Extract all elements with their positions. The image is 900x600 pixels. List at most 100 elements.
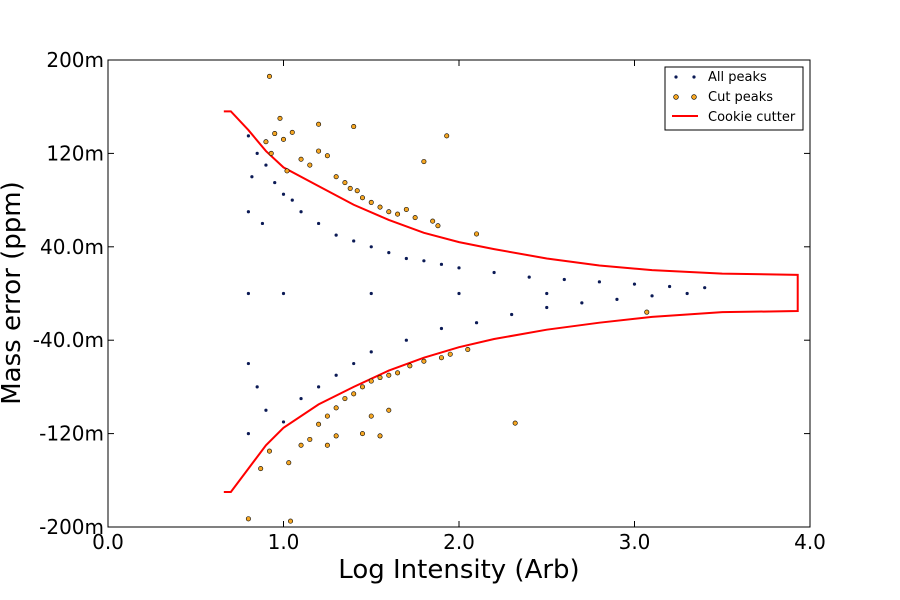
all-peak-point [352, 361, 356, 366]
all-peak-point [439, 326, 444, 331]
y-tick-label: 40.0m [40, 235, 104, 259]
y-tick-label: -40.0m [33, 328, 104, 352]
x-axis-title: Log Intensity (Arb) [338, 555, 579, 585]
cut-peak-point [266, 73, 272, 79]
cut-peak-point [342, 396, 348, 402]
cut-peak-point [386, 407, 392, 413]
cut-peak-point [377, 375, 383, 381]
all-peak-point [492, 270, 496, 275]
cut-peak-point [266, 448, 272, 454]
cut-peak-point [395, 370, 401, 376]
all-peak-point [246, 134, 250, 138]
cut-peak-point [280, 136, 286, 142]
cut-peak-point [444, 133, 450, 139]
y-tick-label: 200m [46, 48, 104, 72]
cut-peak-point [333, 174, 339, 180]
y-tick-label: 120m [46, 141, 104, 165]
all-peak-point [273, 180, 277, 185]
legend-all-peaks-marker [692, 75, 696, 79]
cut-peak-point [258, 466, 264, 472]
cut-peak-point [324, 442, 330, 448]
all-peak-point [317, 221, 321, 226]
all-peak-point [250, 175, 254, 179]
legend-box [664, 66, 804, 131]
all-peak-point [299, 396, 303, 401]
all-peak-point [597, 280, 602, 284]
all-peak-point [387, 251, 391, 255]
all-peak-point [668, 284, 672, 289]
cut-peak-point [288, 518, 294, 524]
x-axis: 0.0 1.0 2.0 3.0 4.0 [92, 60, 826, 554]
cut-peak-point [447, 351, 453, 357]
cut-peak-point [272, 131, 278, 137]
legend-all-peaks-marker [674, 75, 678, 79]
legend-cookie-cutter-label: Cookie cutter [708, 110, 796, 125]
plot-area [107, 59, 811, 528]
all-peak-point [246, 291, 250, 296]
all-peak-point [246, 210, 250, 214]
all-peak-point [246, 361, 250, 366]
all-peak-point [369, 291, 373, 296]
cut-peaks-layer [245, 73, 650, 524]
cut-peak-point [324, 153, 330, 159]
cut-peak-point [435, 223, 441, 229]
all-peak-point [334, 233, 338, 237]
cut-peak-point [421, 159, 427, 165]
all-peak-point [703, 286, 707, 290]
x-tick-label: 3.0 [619, 530, 651, 554]
all-peak-point [545, 305, 549, 310]
cut-peak-point [644, 309, 650, 315]
x-tick-label: 2.0 [443, 530, 475, 554]
cut-peak-point [377, 433, 383, 439]
cut-peak-point [368, 378, 374, 384]
cut-peak-point [359, 384, 365, 390]
y-axis: 200m 120m 40.0m -40.0m -120m -200m [33, 48, 810, 539]
cut-peak-point [298, 156, 304, 162]
all-peak-point [264, 163, 268, 167]
all-peak-point [527, 275, 531, 279]
all-peak-point [246, 432, 250, 436]
cut-peak-point [412, 215, 418, 221]
cut-peak-point [333, 433, 339, 439]
legend-cut-peaks-marker [673, 94, 679, 100]
cut-peak-point [286, 460, 292, 466]
all-peak-point [260, 221, 265, 226]
all-peak-point [264, 408, 268, 412]
legend-all-peaks-label: All peaks [708, 70, 767, 85]
all-peak-point [457, 266, 461, 270]
cut-peak-point [347, 185, 353, 191]
x-tick-label: 0.0 [92, 530, 124, 554]
cut-peak-point [395, 211, 401, 217]
cut-peak-point [403, 206, 409, 212]
cut-peak-point [512, 420, 518, 426]
cut-peak-point [245, 516, 251, 522]
cookie-cutter-layer [223, 110, 799, 493]
all-peak-point [404, 256, 408, 261]
cut-peak-point [386, 372, 392, 378]
all-peak-point [290, 198, 294, 202]
legend-cut-peaks-marker [691, 94, 697, 100]
all-peak-point [439, 262, 444, 266]
all-peak-point [632, 282, 637, 286]
all-peak-point [685, 291, 689, 296]
cut-peak-point [333, 405, 339, 411]
all-peak-point [474, 321, 479, 325]
all-peak-point [615, 297, 619, 301]
all-peak-point [562, 277, 566, 282]
all-peak-point [334, 373, 338, 377]
cut-peak-point [368, 199, 374, 205]
cut-peak-point [307, 436, 313, 442]
all-peak-point [352, 239, 356, 243]
cut-peak-point [342, 180, 348, 186]
cut-peak-point [359, 431, 365, 437]
cut-peak-point [368, 413, 374, 419]
cut-peak-point [289, 129, 295, 135]
legend: All peaks Cut peaks Cookie cutter [664, 66, 804, 131]
y-tick-label: -200m [39, 515, 104, 539]
cut-peak-point [351, 391, 357, 397]
cut-peak-point [324, 413, 330, 419]
all-peak-point [404, 338, 408, 342]
all-peak-point [457, 291, 461, 296]
all-peak-point [281, 192, 286, 196]
cut-peak-point [407, 363, 413, 369]
